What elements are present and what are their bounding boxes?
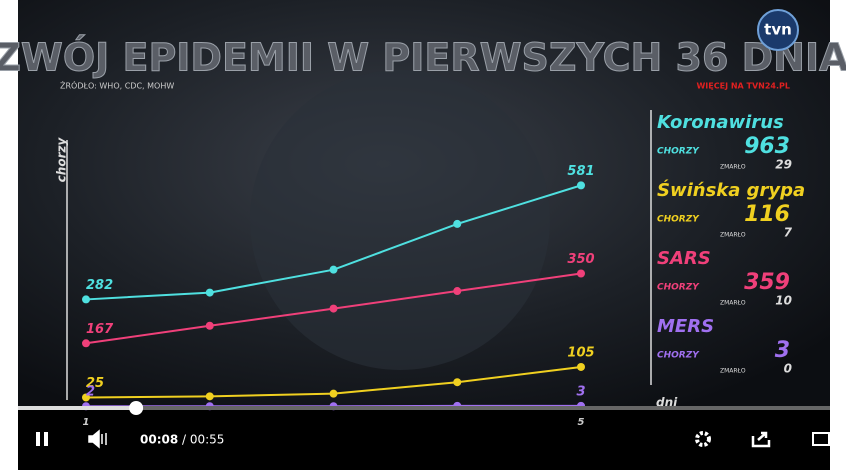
- data-label: 105: [567, 345, 594, 360]
- logo: tvn: [764, 21, 792, 39]
- data-point: [577, 181, 585, 190]
- deaths-value: 7: [784, 226, 793, 240]
- settings-icon[interactable]: [695, 431, 711, 447]
- data-label: 282: [86, 278, 113, 293]
- data-label: 167: [86, 322, 114, 337]
- deaths-value: 29: [775, 158, 792, 172]
- progress-track: [18, 406, 830, 410]
- pause-icon[interactable]: [36, 432, 40, 446]
- cases-value: 3: [775, 338, 790, 363]
- x-tick-label: 5: [578, 417, 585, 428]
- cases-label: CHORZY: [657, 283, 700, 293]
- deaths-value: 10: [775, 294, 792, 308]
- progress-played: [18, 406, 137, 410]
- volume-icon[interactable]: [88, 429, 107, 449]
- data-point: [205, 321, 214, 330]
- data-point: [82, 295, 90, 304]
- cases-label: CHORZY: [657, 147, 700, 157]
- data-label: 581: [567, 164, 594, 179]
- chart: 1 5 282 581 25 105 167 350 2 3: [82, 164, 595, 428]
- deaths-label: ZMARŁO: [720, 300, 746, 307]
- source: ŹRÓDŁO: WHO, CDC, MOHW: [60, 80, 174, 91]
- data-point: [329, 265, 338, 274]
- deaths-label: ZMARŁO: [720, 232, 746, 239]
- data-point: [82, 339, 90, 348]
- video-title: ROZWÓJ EPIDEMII W PIERWSZYCH 36 DNIACH: [0, 36, 846, 80]
- y-axis-label: chorzy: [55, 137, 69, 183]
- cases-value: 359: [744, 270, 790, 295]
- data-label: 2: [86, 385, 95, 400]
- share-icon[interactable]: [751, 431, 771, 448]
- data-point: [82, 393, 90, 402]
- deaths-label: ZMARŁO: [720, 164, 746, 171]
- pause-icon: [44, 432, 48, 446]
- deaths-value: 0: [784, 362, 792, 376]
- data-point: [329, 304, 338, 313]
- data-point: [205, 392, 214, 401]
- legend-name: Świńska grypa: [657, 179, 805, 201]
- progress-handle[interactable]: [129, 401, 144, 415]
- data-point: [453, 219, 462, 228]
- legend-name: Koronawirus: [657, 112, 784, 133]
- logo-badge: [757, 9, 799, 51]
- controls: 00:08 / 00:55: [18, 401, 830, 449]
- data-point: [205, 288, 214, 297]
- source-note: WIĘCEJ NA TVN24.PL: [696, 82, 790, 91]
- data-point: [453, 287, 462, 296]
- data-point: [577, 362, 585, 371]
- legend: Koronawirus CHORZY 963 ZMARŁO 29 Świńska gryp…: [657, 112, 805, 376]
- data-label: 3: [576, 384, 585, 399]
- legend-name: SARS: [657, 248, 711, 269]
- data-point: [453, 378, 462, 387]
- cases-label: CHORZY: [657, 215, 700, 225]
- data-label: 25: [86, 376, 104, 391]
- deaths-label: ZMARŁO: [720, 368, 746, 375]
- duration: / 00:55: [182, 433, 224, 447]
- legend-name: MERS: [657, 316, 714, 337]
- cases-value: 116: [744, 202, 790, 227]
- data-point: [577, 269, 585, 278]
- data-point: [329, 389, 338, 398]
- x-tick-label: 1: [83, 417, 90, 428]
- virus-background: [250, 70, 550, 370]
- data-label: 350: [567, 252, 594, 267]
- fullscreen-icon[interactable]: [812, 432, 830, 446]
- cases-value: 963: [744, 134, 790, 159]
- cases-label: CHORZY: [657, 351, 700, 361]
- current-time: 00:08: [140, 433, 178, 447]
